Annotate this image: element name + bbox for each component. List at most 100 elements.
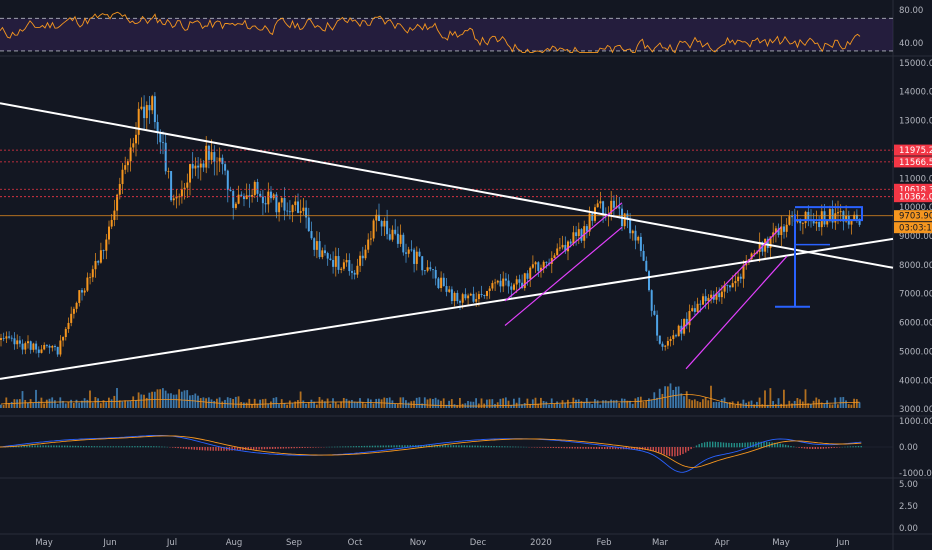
candle-body <box>153 96 156 123</box>
macd-histogram-bar <box>450 445 452 448</box>
candle-body <box>145 105 148 119</box>
macd-histogram-bar <box>358 446 360 448</box>
macd-histogram-bar <box>18 445 20 448</box>
volume-bar <box>62 400 64 408</box>
macd-histogram-bar <box>139 446 141 448</box>
macd-histogram-bar <box>82 445 85 448</box>
macd-histogram-bar <box>163 446 166 448</box>
candle-body <box>766 238 769 248</box>
level-price-tag-bg <box>894 144 932 156</box>
macd-histogram-bar <box>363 445 366 448</box>
macd-histogram-bar <box>547 447 549 448</box>
candle-body <box>413 249 416 264</box>
macd-histogram-bar <box>174 447 177 448</box>
candle-body <box>237 194 240 204</box>
candle-body <box>850 220 853 225</box>
candle-body <box>240 194 243 196</box>
macd-histogram-bar <box>118 446 120 448</box>
price-tick-label: 13000.00 <box>899 117 932 127</box>
time-axis[interactable]: May Jun Jul Aug Sep Oct Nov Dec 2020 Feb Mar Apr May… <box>35 538 849 548</box>
candle-body <box>737 276 740 282</box>
date-tick-label: Nov <box>410 538 427 548</box>
candle-body <box>467 295 470 299</box>
macd-histogram-bar <box>404 445 406 448</box>
volume-bar <box>183 390 186 408</box>
volume-bar <box>51 397 54 408</box>
macd-histogram-bar <box>331 446 333 448</box>
macd-histogram-bar <box>212 447 214 451</box>
macd-histogram-bar <box>239 447 241 451</box>
candle-body <box>159 132 162 143</box>
volume-bar <box>639 396 642 408</box>
candle-body <box>753 253 756 255</box>
macd-histogram-bar <box>393 445 395 448</box>
volume-bar <box>858 402 861 408</box>
macd-histogram-bar <box>728 442 730 448</box>
candle-body <box>99 250 102 263</box>
macd-histogram-bar <box>234 447 236 451</box>
macd-histogram-bar <box>606 447 609 450</box>
macd-histogram-bar <box>822 447 825 449</box>
volume-bar <box>356 402 359 408</box>
candle-body <box>194 165 197 169</box>
volume-bar <box>685 391 688 408</box>
macd-histogram-bar <box>296 447 298 449</box>
volume-bar <box>747 401 750 408</box>
macd-histogram-bar <box>69 445 71 448</box>
volume-bar <box>688 399 691 408</box>
volume-bar <box>8 402 10 408</box>
macd-histogram-bar <box>741 442 744 448</box>
date-tick-label: May <box>772 538 790 548</box>
macd-histogram-bar <box>261 447 263 450</box>
candle-body <box>105 239 108 251</box>
macd-histogram-bar <box>752 442 754 448</box>
candle-body <box>845 215 848 222</box>
volume-bar <box>577 399 580 408</box>
macd-histogram-bar <box>601 447 603 450</box>
volume-bar <box>345 398 348 408</box>
macd-histogram-bar <box>131 446 133 448</box>
macd-histogram-bar <box>598 447 600 449</box>
volume-bar <box>704 397 707 408</box>
macd-histogram-bar <box>342 446 344 448</box>
macd-histogram-bar <box>655 447 657 453</box>
candle-body <box>734 281 737 284</box>
macd-histogram-bar <box>836 447 838 448</box>
macd-histogram-bar <box>150 446 152 448</box>
volume-bar <box>237 396 240 408</box>
macd-histogram-bar <box>649 447 652 451</box>
macd-histogram-bar <box>498 446 501 448</box>
candle-body <box>510 286 513 290</box>
macd-histogram-bar <box>147 446 150 448</box>
price-axis[interactable]: 80.0040.0015000.0014000.0013000.0012000.… <box>894 6 932 534</box>
volume-bar <box>472 401 475 408</box>
volume-bar <box>564 402 567 408</box>
volume-bar <box>118 400 121 408</box>
volume-bar <box>315 404 318 408</box>
macd-histogram-bar <box>579 447 582 449</box>
channel-line <box>504 202 623 302</box>
macd-histogram-bar <box>455 445 457 448</box>
candle-body <box>51 345 54 348</box>
candle-body <box>394 229 397 234</box>
candle-body <box>477 294 480 300</box>
macd-histogram-bar <box>703 442 706 448</box>
candle-body <box>645 260 648 272</box>
volume-bar <box>799 399 801 408</box>
macd-histogram-bar <box>369 445 371 448</box>
macd-histogram-bar <box>88 446 90 448</box>
candle-body <box>729 285 731 288</box>
macd-histogram-bar <box>382 445 384 448</box>
candle-body <box>378 214 380 222</box>
macd-histogram-bar <box>506 446 509 448</box>
candle-body <box>367 239 370 250</box>
macd-histogram-bar <box>28 445 31 448</box>
candle-body <box>108 226 110 240</box>
channel-line <box>679 226 782 332</box>
volume-bar <box>310 399 313 408</box>
candle-body <box>267 191 270 205</box>
date-tick-label: Mar <box>652 538 669 548</box>
